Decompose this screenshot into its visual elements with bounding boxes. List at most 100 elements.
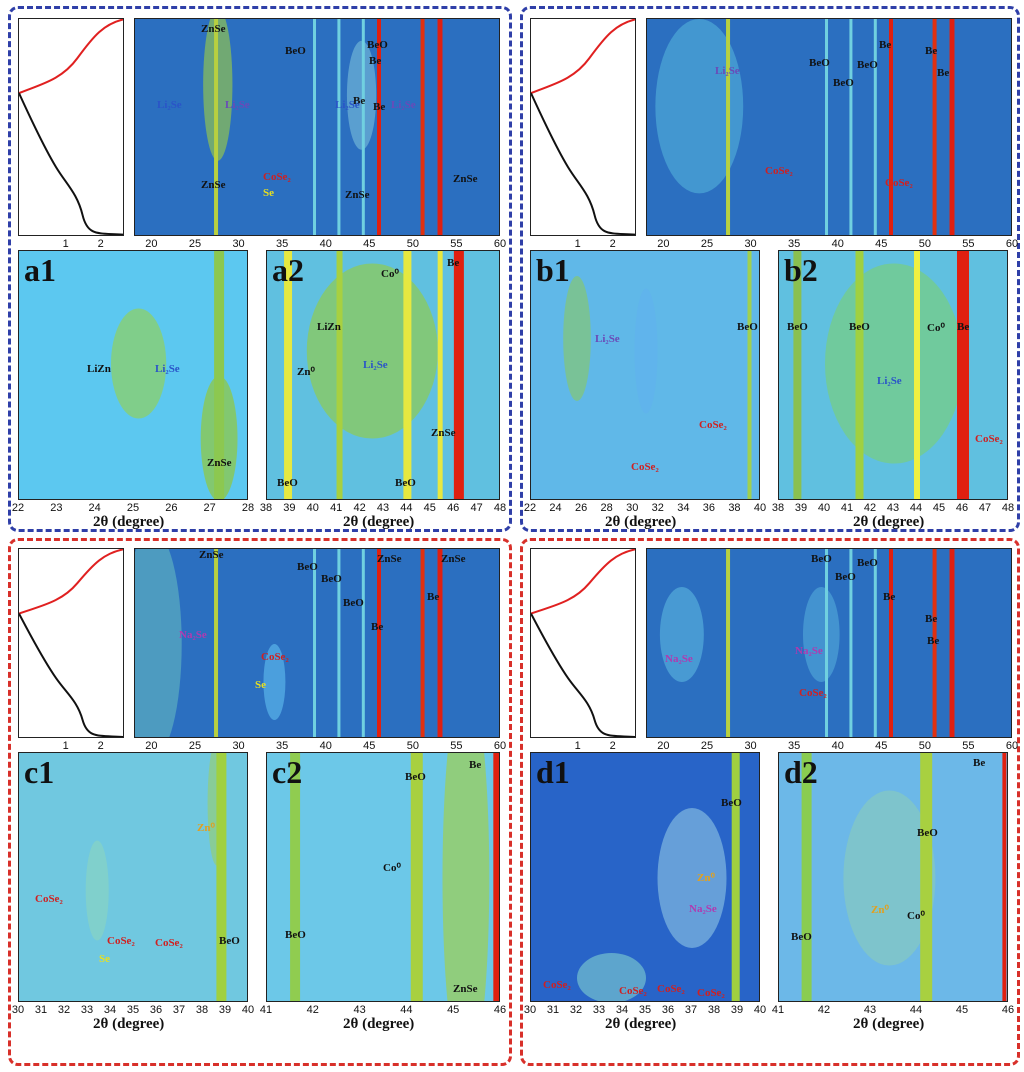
reflection-stripe [214,549,219,737]
map-tick-label: 40 [319,238,332,250]
zoom-panel-letter: d1 [536,754,570,790]
reflection-stripe [920,753,933,1001]
voltage-profile [531,19,635,235]
zoom-tick-label: 43 [863,1004,877,1016]
reflection-stripe [726,19,731,235]
phase-label: CoSe₂ [765,165,793,177]
reflection-stripe [336,251,343,499]
reflection-stripe [420,19,425,235]
zoom-tick-label: 39 [283,502,296,514]
phase-label: BeO [857,59,878,71]
charge-curve [19,19,123,95]
zoom-panel-letter: b2 [784,252,818,288]
zoom-tick-label: 39 [218,1004,232,1016]
phase-label: CoSe₂ [263,171,291,183]
intensity-blob [843,790,936,966]
zoom-tick-label: 45 [955,1004,969,1016]
phase-label: BeO [321,573,342,585]
map-tick-label: 20 [145,740,158,752]
phase-label: BeO [721,797,742,809]
zoom-tick-label: 36 [702,502,715,514]
zoom-tick-label: 41 [840,502,854,514]
phase-label: BeO [395,477,416,489]
phase-label: ZnSe [431,427,456,439]
phase-label: CoSe₂ [699,419,727,431]
map-tick-label: 30 [232,740,245,752]
curve-tick-label: 1 [574,238,581,250]
zoom-tick-label: 38 [195,1004,209,1016]
discharge-curve [19,613,123,737]
heatmap-image [19,251,247,499]
phase-label: CoSe₂ [743,735,771,737]
c-voltage-curve [18,548,124,738]
reflection-stripe [957,251,969,499]
reflection-stripe [377,549,381,737]
d-operando-map: BeOBeOBeOBeBeBeNa₂SeNa₂SeCoSe₂CoSe₂CoSe₂ [646,548,1012,738]
phase-label: Be [957,321,970,333]
zoom-tick-label: 38 [728,502,741,514]
zoom-tick-label: 47 [470,502,483,514]
zoom-tick-label: 38 [259,502,273,514]
zoom-tick-label: 24 [88,502,101,514]
phase-label: BeO [277,477,298,489]
reflection-stripe [855,251,864,499]
zoom-tick-label: 44 [909,1004,923,1016]
phase-label: Be [973,757,986,769]
intensity-blob [802,587,840,682]
curve-tick-label: 1 [62,238,69,250]
map-tick-label: 40 [831,238,844,250]
phase-label: Zn⁰ [297,366,315,378]
phase-label: BeO [343,597,364,609]
reflection-stripe [849,549,853,737]
zoom-tick-label: 41 [771,1004,785,1016]
phase-label: CoSe₂ [107,935,135,947]
map-tick-label: 30 [744,740,757,752]
map-tick-label: 35 [276,238,289,250]
map-tick-label: 45 [363,740,376,752]
zoom-tick-label: 40 [753,502,767,514]
reflection-stripe [313,19,317,235]
reflection-stripe [337,549,341,737]
phase-label: ZnSe [441,553,466,565]
curve-tick-label: 2 [97,238,104,250]
discharge-curve [531,613,635,737]
c-operando-map: ZnSe BeO BeO ZnSe ZnSe Be BeO Be Na₂Se CoSe₂ Se [134,548,500,738]
quadrant-b-frame [520,6,1020,532]
phase-label: Co⁰ [383,862,401,874]
heatmap-image [19,753,247,1001]
reflection-stripe [403,251,412,499]
c1-zoom-map: Zn⁰ CoSe₂ CoSe₂ BeO CoSe₂ Se [18,752,248,1002]
zoom-tick-label: 46 [447,502,460,514]
phase-label: Se [99,953,110,965]
phase-label: Be [937,67,950,79]
phase-label: Na₂Se [689,903,717,915]
zoom-tick-label: 38 [771,502,785,514]
c2-zoom-map: BeO Be Co⁰ BeO ZnSe [266,752,500,1002]
map-tick-label: 35 [788,238,801,250]
map-tick-label: 25 [700,740,714,752]
phase-label: BeO [791,931,812,943]
charge-curve [19,549,123,615]
zoom-tick-label: 30 [523,1004,537,1016]
phase-label: Be [879,39,892,51]
d2-zoom-map: BeO Be Zn⁰ Co⁰ BeO [778,752,1008,1002]
map-tick-label: 25 [188,238,202,250]
zoom-tick-label: 40 [241,1004,255,1016]
phase-label: Be [369,55,382,67]
map-tick-label: 60 [1005,238,1019,250]
charge-curve [531,19,635,95]
reflection-stripe [437,19,443,235]
map-tick-label: 55 [962,740,975,752]
reflection-stripe [214,251,225,499]
intensity-blob [657,808,727,948]
map-tick-label: 60 [493,740,507,752]
phase-label: Zn⁰ [871,904,889,916]
reflection-stripe [420,549,425,737]
zoom-tick-label: 44 [400,502,413,514]
zoom-tick-label: 37 [684,1004,698,1016]
intensity-blob [442,753,490,1001]
phase-label: BeO [849,321,870,333]
reflection-stripe [825,19,829,235]
map-tick-label: 30 [232,238,245,250]
reflection-stripe [214,19,219,235]
